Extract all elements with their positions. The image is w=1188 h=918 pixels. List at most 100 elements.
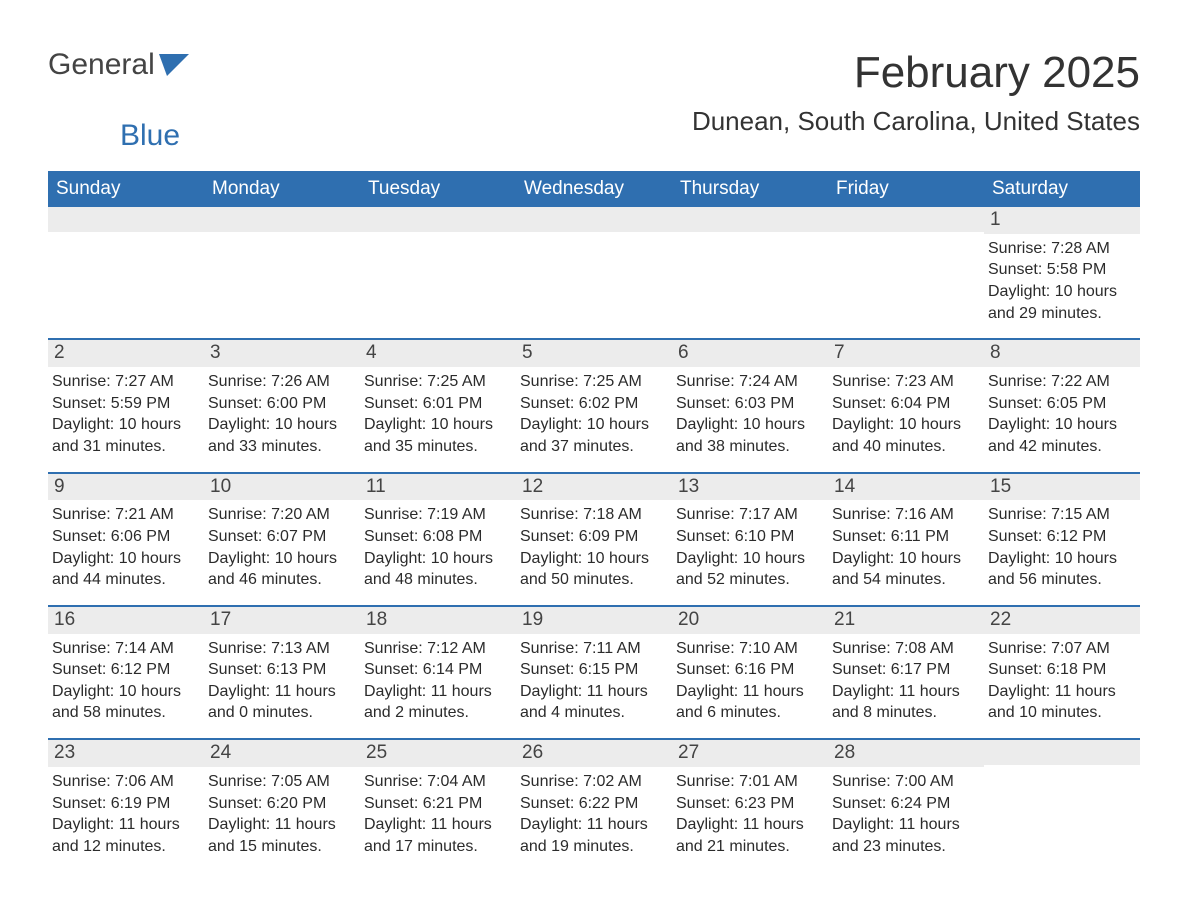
sunrise-text: Sunrise: 7:04 AM [364, 771, 510, 793]
week-row: 9Sunrise: 7:21 AMSunset: 6:06 PMDaylight… [48, 472, 1140, 599]
daylight-text: Daylight: 10 hours and 50 minutes. [520, 548, 666, 591]
day-details: Sunrise: 7:23 AMSunset: 6:04 PMDaylight:… [828, 367, 984, 465]
sunrise-text: Sunrise: 7:25 AM [364, 371, 510, 393]
day-number [204, 207, 360, 232]
daylight-text: Daylight: 11 hours and 4 minutes. [520, 681, 666, 724]
daylight-text: Daylight: 11 hours and 15 minutes. [208, 814, 354, 857]
sunset-text: Sunset: 6:10 PM [676, 526, 822, 548]
daylight-text: Daylight: 11 hours and 10 minutes. [988, 681, 1134, 724]
daylight-text: Daylight: 10 hours and 52 minutes. [676, 548, 822, 591]
day-cell: 11Sunrise: 7:19 AMSunset: 6:08 PMDayligh… [360, 474, 516, 599]
sunset-text: Sunset: 6:17 PM [832, 659, 978, 681]
day-cell: 25Sunrise: 7:04 AMSunset: 6:21 PMDayligh… [360, 740, 516, 865]
day-cell-empty [984, 740, 1140, 865]
logo-text-general: General [48, 48, 155, 82]
sunrise-text: Sunrise: 7:24 AM [676, 371, 822, 393]
day-details: Sunrise: 7:12 AMSunset: 6:14 PMDaylight:… [360, 634, 516, 732]
day-cell: 3Sunrise: 7:26 AMSunset: 6:00 PMDaylight… [204, 340, 360, 465]
sunset-text: Sunset: 6:15 PM [520, 659, 666, 681]
daylight-text: Daylight: 10 hours and 35 minutes. [364, 414, 510, 457]
sunrise-text: Sunrise: 7:10 AM [676, 638, 822, 660]
day-cell: 12Sunrise: 7:18 AMSunset: 6:09 PMDayligh… [516, 474, 672, 599]
day-number: 25 [360, 740, 516, 767]
day-header: Sunday [48, 171, 204, 207]
day-number: 16 [48, 607, 204, 634]
day-number [516, 207, 672, 232]
day-details: Sunrise: 7:05 AMSunset: 6:20 PMDaylight:… [204, 767, 360, 865]
day-cell: 26Sunrise: 7:02 AMSunset: 6:22 PMDayligh… [516, 740, 672, 865]
day-number: 26 [516, 740, 672, 767]
day-details: Sunrise: 7:18 AMSunset: 6:09 PMDaylight:… [516, 500, 672, 598]
daylight-text: Daylight: 10 hours and 42 minutes. [988, 414, 1134, 457]
sunrise-text: Sunrise: 7:20 AM [208, 504, 354, 526]
day-details: Sunrise: 7:13 AMSunset: 6:13 PMDaylight:… [204, 634, 360, 732]
sunrise-text: Sunrise: 7:25 AM [520, 371, 666, 393]
sunset-text: Sunset: 6:06 PM [52, 526, 198, 548]
day-details: Sunrise: 7:11 AMSunset: 6:15 PMDaylight:… [516, 634, 672, 732]
day-details: Sunrise: 7:04 AMSunset: 6:21 PMDaylight:… [360, 767, 516, 865]
day-details: Sunrise: 7:25 AMSunset: 6:01 PMDaylight:… [360, 367, 516, 465]
day-cell: 14Sunrise: 7:16 AMSunset: 6:11 PMDayligh… [828, 474, 984, 599]
day-cell-empty [516, 207, 672, 332]
day-number [828, 207, 984, 232]
day-number: 4 [360, 340, 516, 367]
sunset-text: Sunset: 6:14 PM [364, 659, 510, 681]
day-details: Sunrise: 7:10 AMSunset: 6:16 PMDaylight:… [672, 634, 828, 732]
day-number: 12 [516, 474, 672, 501]
day-details: Sunrise: 7:28 AMSunset: 5:58 PMDaylight:… [984, 234, 1140, 332]
day-cell: 4Sunrise: 7:25 AMSunset: 6:01 PMDaylight… [360, 340, 516, 465]
day-details: Sunrise: 7:19 AMSunset: 6:08 PMDaylight:… [360, 500, 516, 598]
day-cell: 22Sunrise: 7:07 AMSunset: 6:18 PMDayligh… [984, 607, 1140, 732]
sunset-text: Sunset: 6:12 PM [988, 526, 1134, 548]
day-cell: 21Sunrise: 7:08 AMSunset: 6:17 PMDayligh… [828, 607, 984, 732]
day-number: 22 [984, 607, 1140, 634]
daylight-text: Daylight: 10 hours and 31 minutes. [52, 414, 198, 457]
sunset-text: Sunset: 6:18 PM [988, 659, 1134, 681]
sunset-text: Sunset: 6:01 PM [364, 393, 510, 415]
logo: General [48, 48, 189, 82]
day-number [672, 207, 828, 232]
sunset-text: Sunset: 6:23 PM [676, 793, 822, 815]
day-details: Sunrise: 7:24 AMSunset: 6:03 PMDaylight:… [672, 367, 828, 465]
day-cell: 24Sunrise: 7:05 AMSunset: 6:20 PMDayligh… [204, 740, 360, 865]
day-details: Sunrise: 7:21 AMSunset: 6:06 PMDaylight:… [48, 500, 204, 598]
sunset-text: Sunset: 6:16 PM [676, 659, 822, 681]
daylight-text: Daylight: 10 hours and 58 minutes. [52, 681, 198, 724]
day-number: 21 [828, 607, 984, 634]
day-number: 6 [672, 340, 828, 367]
day-details: Sunrise: 7:26 AMSunset: 6:00 PMDaylight:… [204, 367, 360, 465]
day-number: 20 [672, 607, 828, 634]
day-details: Sunrise: 7:17 AMSunset: 6:10 PMDaylight:… [672, 500, 828, 598]
day-header-row: SundayMondayTuesdayWednesdayThursdayFrid… [48, 171, 1140, 207]
day-number [48, 207, 204, 232]
title-block: February 2025 Dunean, South Carolina, Un… [692, 48, 1140, 151]
day-number: 2 [48, 340, 204, 367]
day-cell: 9Sunrise: 7:21 AMSunset: 6:06 PMDaylight… [48, 474, 204, 599]
day-number: 13 [672, 474, 828, 501]
sunrise-text: Sunrise: 7:19 AM [364, 504, 510, 526]
daylight-text: Daylight: 11 hours and 8 minutes. [832, 681, 978, 724]
month-title: February 2025 [692, 48, 1140, 98]
daylight-text: Daylight: 11 hours and 2 minutes. [364, 681, 510, 724]
daylight-text: Daylight: 10 hours and 29 minutes. [988, 281, 1134, 324]
sunset-text: Sunset: 6:05 PM [988, 393, 1134, 415]
day-number [360, 207, 516, 232]
day-header: Tuesday [360, 171, 516, 207]
sunset-text: Sunset: 6:12 PM [52, 659, 198, 681]
daylight-text: Daylight: 11 hours and 17 minutes. [364, 814, 510, 857]
day-cell-empty [48, 207, 204, 332]
week-row: 16Sunrise: 7:14 AMSunset: 6:12 PMDayligh… [48, 605, 1140, 732]
day-cell: 13Sunrise: 7:17 AMSunset: 6:10 PMDayligh… [672, 474, 828, 599]
sunrise-text: Sunrise: 7:28 AM [988, 238, 1134, 260]
day-details: Sunrise: 7:15 AMSunset: 6:12 PMDaylight:… [984, 500, 1140, 598]
sunset-text: Sunset: 6:03 PM [676, 393, 822, 415]
day-cell: 27Sunrise: 7:01 AMSunset: 6:23 PMDayligh… [672, 740, 828, 865]
sunrise-text: Sunrise: 7:12 AM [364, 638, 510, 660]
day-details: Sunrise: 7:25 AMSunset: 6:02 PMDaylight:… [516, 367, 672, 465]
logo-flag-icon [159, 54, 189, 76]
day-cell: 17Sunrise: 7:13 AMSunset: 6:13 PMDayligh… [204, 607, 360, 732]
day-number: 3 [204, 340, 360, 367]
day-details: Sunrise: 7:01 AMSunset: 6:23 PMDaylight:… [672, 767, 828, 865]
daylight-text: Daylight: 10 hours and 46 minutes. [208, 548, 354, 591]
daylight-text: Daylight: 10 hours and 48 minutes. [364, 548, 510, 591]
